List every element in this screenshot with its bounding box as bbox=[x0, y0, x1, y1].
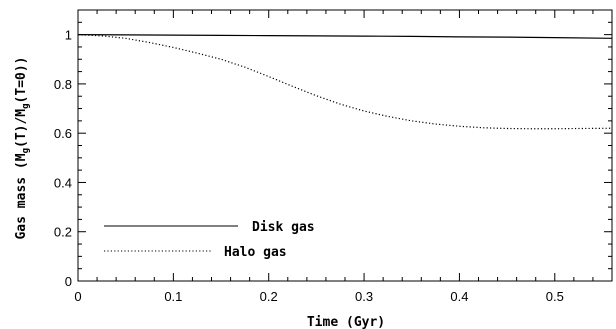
y-axis-title-part-1: Gas mass (M bbox=[14, 153, 29, 239]
y-axis-title-sub-2: g bbox=[21, 103, 31, 108]
plot-frame bbox=[77, 9, 613, 282]
y-tick-label: 0 bbox=[65, 274, 72, 289]
x-tick-label: 0.3 bbox=[355, 289, 373, 304]
y-tick-label: 0.4 bbox=[54, 175, 72, 190]
y-tick-label: 0.8 bbox=[54, 77, 72, 92]
y-tick-label: 0.2 bbox=[54, 225, 72, 240]
x-tick-label: 0.2 bbox=[260, 289, 278, 304]
x-axis-title: Time (Gyr) bbox=[307, 315, 385, 329]
series-lines bbox=[77, 34, 613, 130]
x-tick-label: 0.1 bbox=[164, 289, 182, 304]
x-tick-label: 0 bbox=[74, 289, 81, 304]
axis-ticks bbox=[77, 9, 613, 282]
series-line-halo-gas bbox=[77, 34, 613, 130]
y-axis-title-sub-1: g bbox=[21, 148, 31, 153]
y-tick-labels: 0 0.2 0.4 0.6 0.8 1 bbox=[54, 28, 72, 289]
legend-label-disk-gas: Disk gas bbox=[252, 220, 315, 235]
y-axis-title-part-2: (T)/M bbox=[14, 109, 29, 148]
x-tick-label: 0.4 bbox=[450, 289, 468, 304]
y-tick-label: 1 bbox=[65, 28, 72, 43]
legend-label-halo-gas: Halo gas bbox=[224, 245, 287, 260]
x-tick-labels: 0 0.1 0.2 0.3 0.4 0.5 bbox=[74, 289, 563, 304]
series-line-disk-gas bbox=[77, 34, 613, 39]
legend: Disk gas Halo gas bbox=[104, 220, 315, 260]
y-axis-title-part-3: (T=0)) bbox=[14, 56, 29, 103]
x-tick-label: 0.5 bbox=[546, 289, 564, 304]
y-axis-title: Gas mass (Mg(T)/Mg(T=0)) bbox=[14, 56, 31, 239]
y-tick-label: 0.6 bbox=[54, 126, 72, 141]
